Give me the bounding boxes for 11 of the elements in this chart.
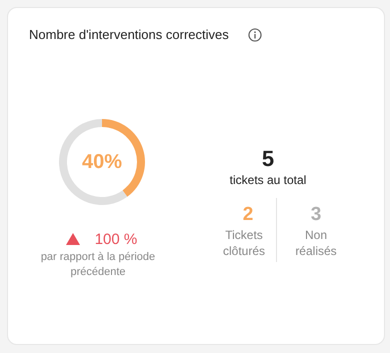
text: 100 % [94,230,138,250]
data-label: 40% [82,151,122,173]
text: 5 [260,145,276,173]
text: par rapport à la période précédente [40,250,156,280]
text: tickets au total [228,172,308,188]
text: 3 [310,203,322,227]
text: Tickets clôturés [222,227,266,260]
text: 2 [242,203,254,227]
chart-title: Nombre d'interventions correctives [29,27,229,42]
donut-slice [59,119,128,205]
text: Non réalisés [294,227,338,260]
